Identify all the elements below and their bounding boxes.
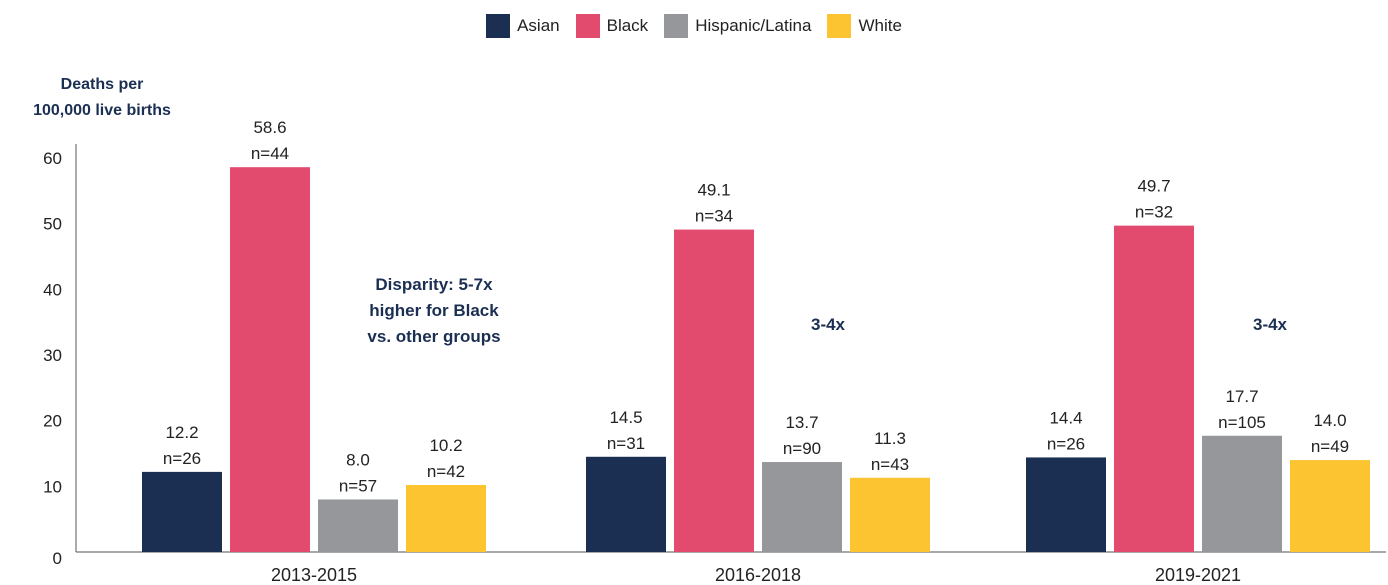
- data-label-n: n=49: [1311, 437, 1349, 456]
- data-label-value: 14.4: [1049, 408, 1082, 427]
- y-tick-label: 0: [53, 549, 62, 568]
- bar-asian-2016-2018: [586, 456, 666, 552]
- y-axis-label: Deaths per 100,000 live births: [2, 72, 202, 124]
- y-tick-label: 60: [43, 149, 62, 168]
- data-label-n: n=32: [1135, 203, 1173, 222]
- chart-legend: Asian Black Hispanic/Latina White: [0, 14, 1388, 38]
- bar-white-2019-2021: [1290, 460, 1370, 552]
- legend-swatch-white: [827, 14, 852, 38]
- data-label-n: n=34: [695, 207, 733, 226]
- legend-swatch-hispanic-latina: [664, 14, 689, 38]
- y-tick-label: 20: [43, 412, 62, 431]
- legend-label-asian: Asian: [517, 16, 560, 35]
- data-label-value: 8.0: [346, 450, 370, 469]
- bar-black-2016-2018: [674, 229, 754, 552]
- data-label-value: 49.7: [1137, 177, 1170, 196]
- data-label-value: 17.7: [1225, 387, 1258, 406]
- data-label-value: 11.3: [874, 429, 906, 448]
- bar-black-2013-2015: [230, 167, 310, 552]
- annotation-text: Disparity: 5-7x: [375, 275, 493, 294]
- y-axis-label-line-2: 100,000 live births: [33, 102, 171, 119]
- bar-hispanic-latina-2013-2015: [318, 499, 398, 552]
- data-label-n: n=42: [427, 462, 465, 481]
- data-label-n: n=26: [1047, 434, 1085, 453]
- data-label-value: 10.2: [429, 436, 462, 455]
- annotation-text: 3-4x: [1253, 315, 1288, 334]
- bar-black-2019-2021: [1114, 225, 1194, 553]
- legend-item-black: Black: [575, 14, 649, 38]
- x-tick-label: 2016-2018: [715, 565, 801, 585]
- data-label-n: n=105: [1218, 413, 1266, 432]
- x-tick-label: 2013-2015: [271, 565, 357, 585]
- bar-white-2013-2015: [406, 485, 486, 552]
- legend-item-hispanic-latina: Hispanic/Latina: [664, 14, 811, 38]
- y-tick-label: 30: [43, 346, 62, 365]
- bar-hispanic-latina-2019-2021: [1202, 435, 1282, 552]
- data-label-n: n=57: [339, 476, 377, 495]
- data-label-value: 58.6: [253, 118, 286, 137]
- legend-label-black: Black: [606, 16, 649, 35]
- data-label-n: n=44: [251, 144, 289, 163]
- y-tick-label: 40: [43, 280, 62, 299]
- y-tick-label: 10: [43, 477, 62, 496]
- data-label-n: n=26: [163, 449, 201, 468]
- data-label-n: n=31: [607, 434, 645, 453]
- y-axis-label-line-1: Deaths per: [60, 76, 144, 93]
- y-tick-label: 50: [43, 215, 62, 234]
- bar-asian-2019-2021: [1026, 457, 1106, 552]
- data-label-value: 14.5: [609, 408, 642, 427]
- data-label-n: n=90: [783, 439, 821, 458]
- data-label-value: 13.7: [785, 413, 818, 432]
- data-label-value: 12.2: [165, 423, 198, 442]
- annotation-text: higher for Black: [369, 301, 499, 320]
- data-label-n: n=43: [871, 455, 909, 474]
- bar-asian-2013-2015: [142, 471, 222, 552]
- legend-item-asian: Asian: [486, 14, 560, 38]
- data-label-value: 14.0: [1313, 411, 1346, 430]
- data-label-value: 49.1: [697, 181, 730, 200]
- legend-item-white: White: [827, 14, 902, 38]
- x-tick-label: 2019-2021: [1155, 565, 1241, 585]
- legend-swatch-asian: [486, 14, 511, 38]
- annotation-text: vs. other groups: [367, 327, 500, 346]
- legend-label-hispanic-latina: Hispanic/Latina: [695, 16, 812, 35]
- legend-label-white: White: [858, 16, 902, 35]
- legend-swatch-black: [575, 14, 600, 38]
- bar-white-2016-2018: [850, 477, 930, 552]
- bar-hispanic-latina-2016-2018: [762, 462, 842, 552]
- annotation-text: 3-4x: [811, 315, 846, 334]
